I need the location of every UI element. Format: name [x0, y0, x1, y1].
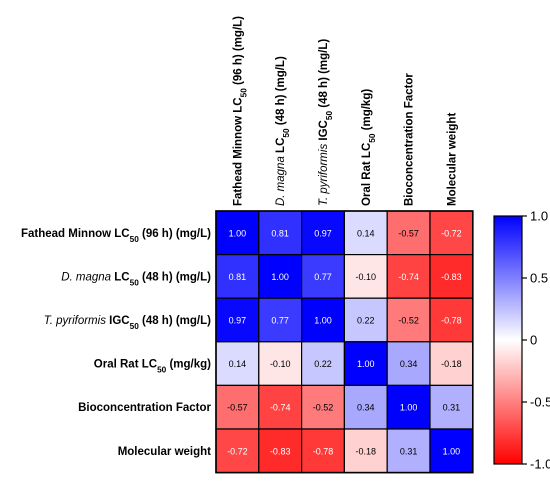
row-label: D. magna LC50 (48 h) (mg/L) [61, 271, 211, 287]
heatmap-cell [343, 384, 388, 430]
cell-value-label: 0.77 [271, 316, 289, 326]
colorbar-tick-label: -1.0 [530, 457, 550, 472]
heatmap-cell [301, 341, 346, 386]
cell-value-label: 0.81 [229, 272, 247, 282]
row-label: Molecular weight [118, 446, 211, 458]
cell-value-label: -0.52 [398, 316, 419, 326]
cell-value-label: 1.00 [271, 272, 289, 282]
heatmap-cell [258, 341, 303, 386]
column-label: D. magna LC50 (48 h) (mg/L) [275, 56, 291, 206]
cell-value-label: -0.10 [270, 359, 291, 369]
column-label: Molecular weight [446, 113, 458, 206]
colorbar-tick-label: 0.5 [530, 271, 548, 286]
column-labels: Fathead Minnow LC50 (96 h) (mg/L) D. magn… [232, 16, 458, 206]
cell-value-label: -0.78 [313, 446, 334, 456]
cell-value-label: 0.31 [400, 446, 418, 456]
cell-value-label: 0.22 [314, 359, 332, 369]
column-label: Bioconcentration Factor [404, 73, 416, 206]
cell-value-label: -0.83 [270, 446, 291, 456]
column-label: Fathead Minnow LC50 (96 h) (mg/L) [232, 16, 248, 206]
heatmap-cell [386, 384, 431, 430]
colorbar-tick-label: 0 [530, 333, 537, 348]
cell-value-label: -0.72 [227, 446, 248, 456]
cell-value-label: -0.74 [270, 403, 291, 413]
row-label: Fathead Minnow LC50 (96 h) (mg/L) [21, 228, 211, 244]
heatmap-cell [258, 254, 303, 299]
cell-value-label: 0.34 [400, 359, 418, 369]
heatmap-cell [343, 297, 388, 343]
cell-value-label: 1.00 [400, 403, 418, 413]
cell-value-label: 0.34 [357, 403, 375, 413]
heatmap-cell [429, 210, 474, 256]
cell-value-label: 0.97 [229, 316, 247, 326]
column-label: Oral Rat LC50 (mg/kg) [361, 89, 377, 206]
colorbar-tick-label: 1.0 [530, 209, 548, 224]
heatmap-cell [429, 297, 474, 343]
cell-value-label: 0.77 [314, 272, 332, 282]
heatmap-cell [258, 297, 303, 343]
heatmap-cell [343, 341, 388, 386]
cell-value-label: 1.00 [229, 228, 247, 238]
cell-value-label: 1.00 [314, 316, 332, 326]
cell-value-label: 0.14 [229, 359, 247, 369]
heatmap-cell [343, 254, 388, 299]
cell-value-label: -0.57 [398, 228, 419, 238]
cell-value-label: 1.00 [357, 359, 375, 369]
cell-value-label: -0.78 [441, 316, 462, 326]
cell-value-label: -0.18 [441, 359, 462, 369]
heatmap-cells [215, 210, 474, 474]
colorbar: 1.0 0.5 0 -0.5 -1.0 [493, 209, 550, 472]
heatmap-cell [429, 428, 474, 474]
cell-value-label: 0.31 [443, 403, 461, 413]
cell-value-label: 0.97 [314, 228, 332, 238]
cell-value-label: -0.52 [313, 403, 334, 413]
cell-value-label: 0.22 [357, 316, 375, 326]
heatmap-cell [215, 428, 260, 474]
cell-value-label: -0.10 [356, 272, 377, 282]
heatmap-cell [301, 384, 346, 430]
cell-value-label: 0.81 [271, 228, 289, 238]
heatmap-border [215, 210, 474, 474]
cell-value-label: 0.14 [357, 228, 375, 238]
row-labels: Fathead Minnow LC50 (96 h) (mg/L) D. magn… [21, 228, 212, 458]
colorbar-tick-label: -0.5 [530, 395, 550, 410]
heatmap-cell [258, 210, 303, 256]
row-label: Oral Rat LC50 (mg/kg) [94, 359, 211, 375]
cell-value-label: -0.83 [441, 272, 462, 282]
cell-value-label: -0.72 [441, 228, 462, 238]
heatmap-cell [215, 341, 260, 386]
cell-value-label: -0.74 [398, 272, 419, 282]
heatmap-cell [429, 254, 474, 299]
cell-value-label: -0.57 [227, 403, 248, 413]
column-label: T. pyriformis IGC50 (48 h) (mg/L) [318, 39, 334, 206]
cell-value-label: -0.18 [356, 446, 377, 456]
row-label: T. pyriformis IGC50 (48 h) (mg/L) [44, 315, 211, 331]
row-label: Bioconcentration Factor [78, 402, 211, 414]
heatmap-cell-labels: 1.00 0.81 0.97 0.14 -0.57 -0.72 0.81 1.00 0.77 -0… [227, 228, 462, 456]
colorbar-gradient [493, 215, 523, 465]
heatmap-cell [386, 297, 431, 343]
cell-value-label: 1.00 [443, 446, 461, 456]
heatmap-cell [386, 341, 431, 386]
